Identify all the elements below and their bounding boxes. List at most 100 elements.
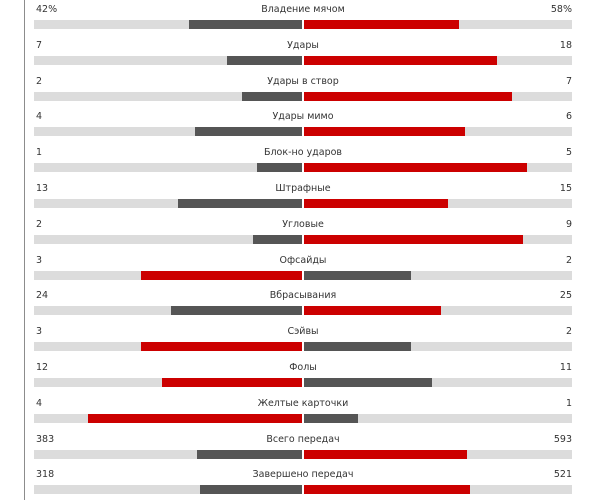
stat-label-line: 318 Завершено передач 521: [34, 469, 572, 483]
home-value: 12: [36, 361, 49, 373]
away-bar-track: [304, 55, 572, 65]
stat-row: 318 Завершено передач 521: [34, 465, 572, 500]
home-bar-fill: [162, 377, 302, 387]
stat-bar: [34, 163, 572, 173]
stat-row: 24 Вбрасывания 25: [34, 286, 572, 322]
away-bar-fill: [304, 485, 471, 495]
stat-row: 1 Блок-но ударов 5: [34, 143, 572, 179]
home-bar-track: [34, 485, 302, 495]
away-value: 9: [565, 218, 572, 230]
stat-row: 2 Угловые 9: [34, 215, 572, 251]
away-bar-fill: [304, 413, 358, 423]
stat-label-line: 7 Удары 18: [34, 40, 572, 54]
home-bar-track: [34, 127, 302, 137]
stat-name: Штрафные: [275, 182, 331, 194]
home-bar-track: [34, 270, 302, 280]
away-value: 7: [565, 75, 572, 87]
stat-label-line: 24 Вбрасывания 25: [34, 290, 572, 304]
stat-label-line: 3 Офсайды 2: [34, 255, 572, 269]
home-bar-track: [34, 342, 302, 352]
away-bar-fill: [304, 342, 412, 352]
stat-bar: [34, 377, 572, 387]
away-bar-track: [304, 127, 572, 137]
home-bar-fill: [196, 449, 302, 459]
home-bar-fill: [141, 270, 302, 280]
stat-row: 4 Удары мимо 6: [34, 107, 572, 143]
away-value: 2: [565, 326, 572, 338]
home-value: 24: [36, 290, 49, 302]
away-bar-track: [304, 449, 572, 459]
away-bar-track: [304, 163, 572, 173]
home-value: 1: [36, 147, 43, 159]
home-bar-track: [34, 20, 302, 29]
stat-name: Завершено передач: [252, 469, 354, 481]
home-value: 4: [36, 397, 43, 409]
home-value: 4: [36, 111, 43, 123]
away-bar-track: [304, 198, 572, 208]
home-bar-track: [34, 377, 302, 387]
stat-name: Удары в створ: [267, 75, 339, 87]
home-value: 7: [36, 39, 43, 51]
home-bar-track: [34, 198, 302, 208]
away-value: 521: [553, 469, 572, 481]
away-bar-fill: [304, 270, 412, 280]
home-bar-track: [34, 234, 302, 244]
home-bar-fill: [194, 127, 302, 137]
stat-label-line: 4 Желтые карточки 1: [34, 398, 572, 412]
home-value: 2: [36, 75, 43, 87]
away-bar-fill: [304, 449, 467, 459]
stat-name: Фолы: [289, 361, 317, 373]
home-bar-track: [34, 91, 302, 101]
away-bar-fill: [304, 234, 524, 244]
stat-bar: [34, 20, 572, 29]
away-value: 593: [553, 433, 572, 445]
away-bar-track: [304, 20, 572, 29]
stat-label-line: 2 Удары в створ 7: [34, 76, 572, 90]
stat-row: 7 Удары 18: [34, 36, 572, 72]
away-value: 15: [559, 182, 572, 194]
home-value: 3: [36, 326, 43, 338]
stat-name: Блок-но ударов: [263, 147, 343, 159]
away-bar-track: [304, 306, 572, 316]
stat-name: Офсайды: [279, 254, 327, 266]
stat-name: Владение мячом: [261, 4, 345, 15]
stat-label-line: 4 Удары мимо 6: [34, 111, 572, 125]
away-value: 2: [565, 254, 572, 266]
stat-label-line: 2 Угловые 9: [34, 219, 572, 233]
away-bar-fill: [304, 127, 465, 137]
home-value: 2: [36, 218, 43, 230]
stat-bar: [34, 413, 572, 423]
home-value: 13: [36, 182, 49, 194]
stat-name: Всего передач: [266, 433, 340, 445]
stat-name: Сэйвы: [287, 326, 319, 338]
stat-bar: [34, 342, 572, 352]
stat-bar: [34, 198, 572, 208]
away-value: 6: [565, 111, 572, 123]
stats-list: 42% Владение мячом 58% 7 Удары 18: [34, 0, 572, 500]
home-value: 383: [36, 433, 55, 445]
home-bar-track: [34, 413, 302, 423]
home-value: 318: [36, 469, 55, 481]
stat-name: Вбрасывания: [269, 290, 337, 302]
away-bar-fill: [304, 377, 433, 387]
home-bar-fill: [226, 55, 302, 65]
stat-row: 383 Всего передач 593: [34, 430, 572, 466]
stat-name: Удары: [287, 39, 319, 51]
away-bar-track: [304, 377, 572, 387]
home-bar-fill: [200, 485, 302, 495]
stat-bar: [34, 55, 572, 65]
stat-label-line: 12 Фолы 11: [34, 362, 572, 376]
home-bar-track: [34, 306, 302, 316]
stat-row: 13 Штрафные 15: [34, 179, 572, 215]
away-bar-track: [304, 342, 572, 352]
stat-bar: [34, 270, 572, 280]
away-value: 58%: [550, 4, 572, 15]
home-bar-fill: [177, 198, 302, 208]
stat-bar: [34, 91, 572, 101]
home-bar-fill: [242, 91, 302, 101]
away-bar-fill: [304, 91, 513, 101]
home-bar-fill: [257, 163, 302, 173]
stat-bar: [34, 449, 572, 459]
stat-row: 4 Желтые карточки 1: [34, 394, 572, 430]
